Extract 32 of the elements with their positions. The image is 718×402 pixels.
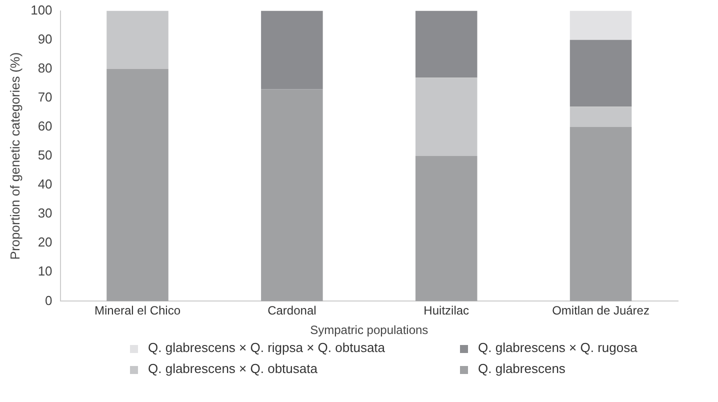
y-tick-label: 30 <box>38 206 52 221</box>
legend-label: Q. glabrescens × Q. rugosa <box>477 340 638 355</box>
bar <box>106 10 168 69</box>
y-tick-label: 50 <box>38 148 52 163</box>
bar <box>570 126 632 302</box>
bar <box>106 68 168 302</box>
bar <box>261 10 323 90</box>
bar <box>415 10 478 78</box>
legend-label: Q. glabrescens <box>477 361 566 376</box>
bar <box>415 78 478 156</box>
y-tick-label: 100 <box>30 2 52 18</box>
legend-label: Q. glabrescens × Q. obtusata <box>147 361 318 376</box>
y-tick-label: 20 <box>38 234 52 250</box>
y-tick-label: 80 <box>38 60 52 76</box>
x-tick-label: Omitlan de Juárez <box>552 304 650 318</box>
y-axis-title: Proportion of genetic categories (%) <box>7 52 22 260</box>
y-tick-label: 70 <box>38 90 52 104</box>
bar <box>570 106 632 127</box>
x-tick-label: Cardonal <box>268 304 316 318</box>
y-tick-label: 0 <box>45 292 52 308</box>
y-tick-label: 60 <box>38 118 52 134</box>
bar <box>570 40 632 107</box>
x-axis-title: Sympatric populations <box>310 323 428 338</box>
bar <box>570 10 632 40</box>
legend-label: Q. glabrescens × Q. rigpsa × Q. obtusata <box>147 340 386 355</box>
y-tick-label: 40 <box>38 176 52 192</box>
bar <box>261 89 323 302</box>
y-tick-label: 10 <box>38 264 52 279</box>
y-tick-label: 90 <box>38 31 52 46</box>
x-tick-label: Mineral el Chico <box>94 304 181 318</box>
bar <box>415 156 478 302</box>
x-tick-label: Huitzilac <box>424 304 470 318</box>
